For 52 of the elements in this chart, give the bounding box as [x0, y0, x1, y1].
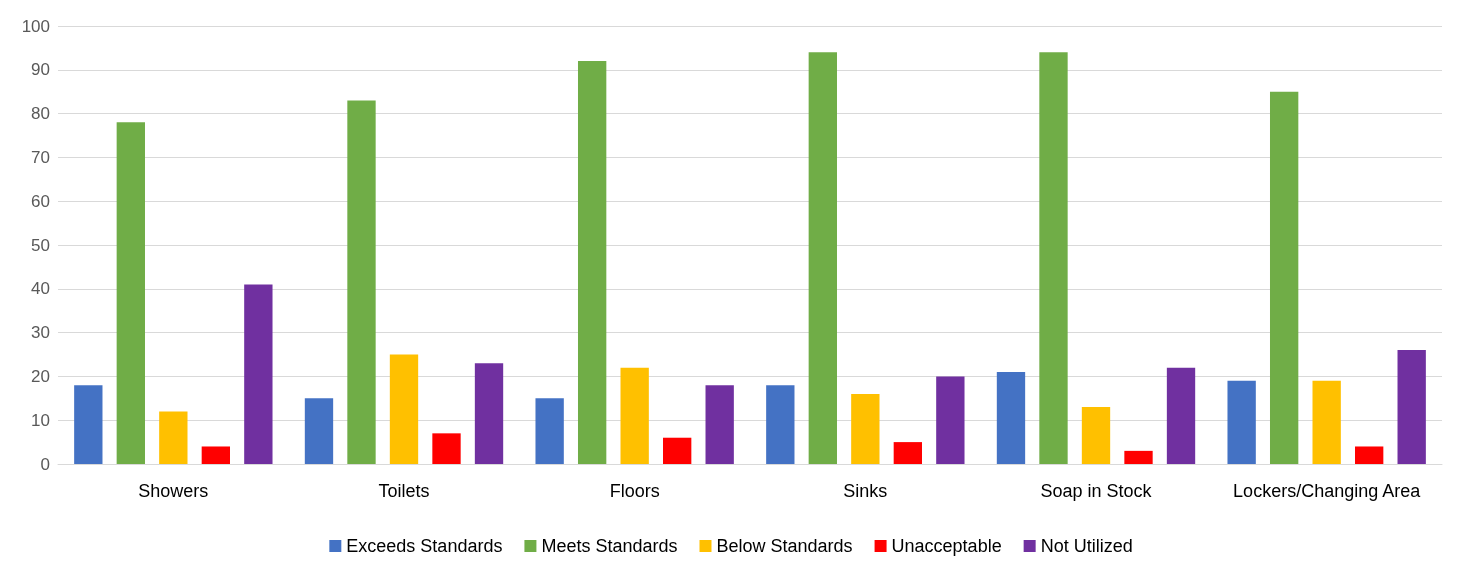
y-tick-label: 30 — [31, 323, 50, 343]
bar — [620, 367, 649, 464]
bar — [201, 446, 231, 464]
y-tick-label: 70 — [31, 147, 50, 167]
y-tick-label: 50 — [31, 235, 50, 255]
y-tick-label: 40 — [31, 279, 50, 299]
bar — [347, 100, 376, 464]
bar — [244, 284, 273, 464]
y-tick-label: 90 — [31, 60, 50, 80]
x-tick-label: Floors — [609, 481, 660, 501]
bar — [663, 437, 692, 464]
y-tick-label: 10 — [31, 410, 50, 430]
bar — [116, 122, 145, 464]
x-tick-label: Showers — [138, 481, 209, 501]
x-tick-label: Soap in Stock — [1040, 481, 1153, 501]
bar — [1166, 367, 1196, 464]
bar — [159, 411, 188, 464]
bar — [1397, 350, 1426, 464]
bar — [936, 376, 965, 464]
bar — [304, 398, 334, 464]
x-tick-label: Sinks — [843, 481, 888, 501]
y-tick-label: 100 — [21, 16, 50, 36]
y-tick-label: 80 — [31, 104, 50, 124]
legend-label: Unacceptable — [891, 536, 1002, 556]
legend-label: Meets Standards — [541, 536, 678, 556]
bar — [766, 385, 795, 464]
x-tick-label: Toilets — [378, 481, 430, 501]
bar — [1269, 91, 1299, 464]
bar — [535, 398, 564, 464]
bar — [1124, 450, 1153, 464]
bar — [808, 52, 837, 464]
bar — [432, 433, 461, 464]
y-tick-label: 20 — [31, 366, 50, 386]
legend-label: Not Utilized — [1040, 536, 1133, 556]
y-tick-label: 60 — [31, 191, 50, 211]
bar — [389, 354, 419, 464]
bar — [1081, 407, 1111, 464]
bar — [893, 442, 923, 464]
bar — [1355, 446, 1384, 464]
bar — [1227, 380, 1256, 464]
bar — [705, 385, 734, 464]
bar — [1312, 380, 1341, 464]
y-tick-label: 0 — [40, 454, 50, 474]
bar — [851, 393, 880, 464]
legend-label: Below Standards — [716, 536, 853, 556]
x-tick-label: Lockers/Changing Area — [1233, 481, 1422, 501]
bar — [474, 363, 504, 464]
bar — [74, 385, 103, 464]
bar — [577, 61, 607, 464]
bar — [996, 372, 1026, 464]
bar — [1039, 52, 1068, 464]
legend-label: Exceeds Standards — [346, 536, 503, 556]
